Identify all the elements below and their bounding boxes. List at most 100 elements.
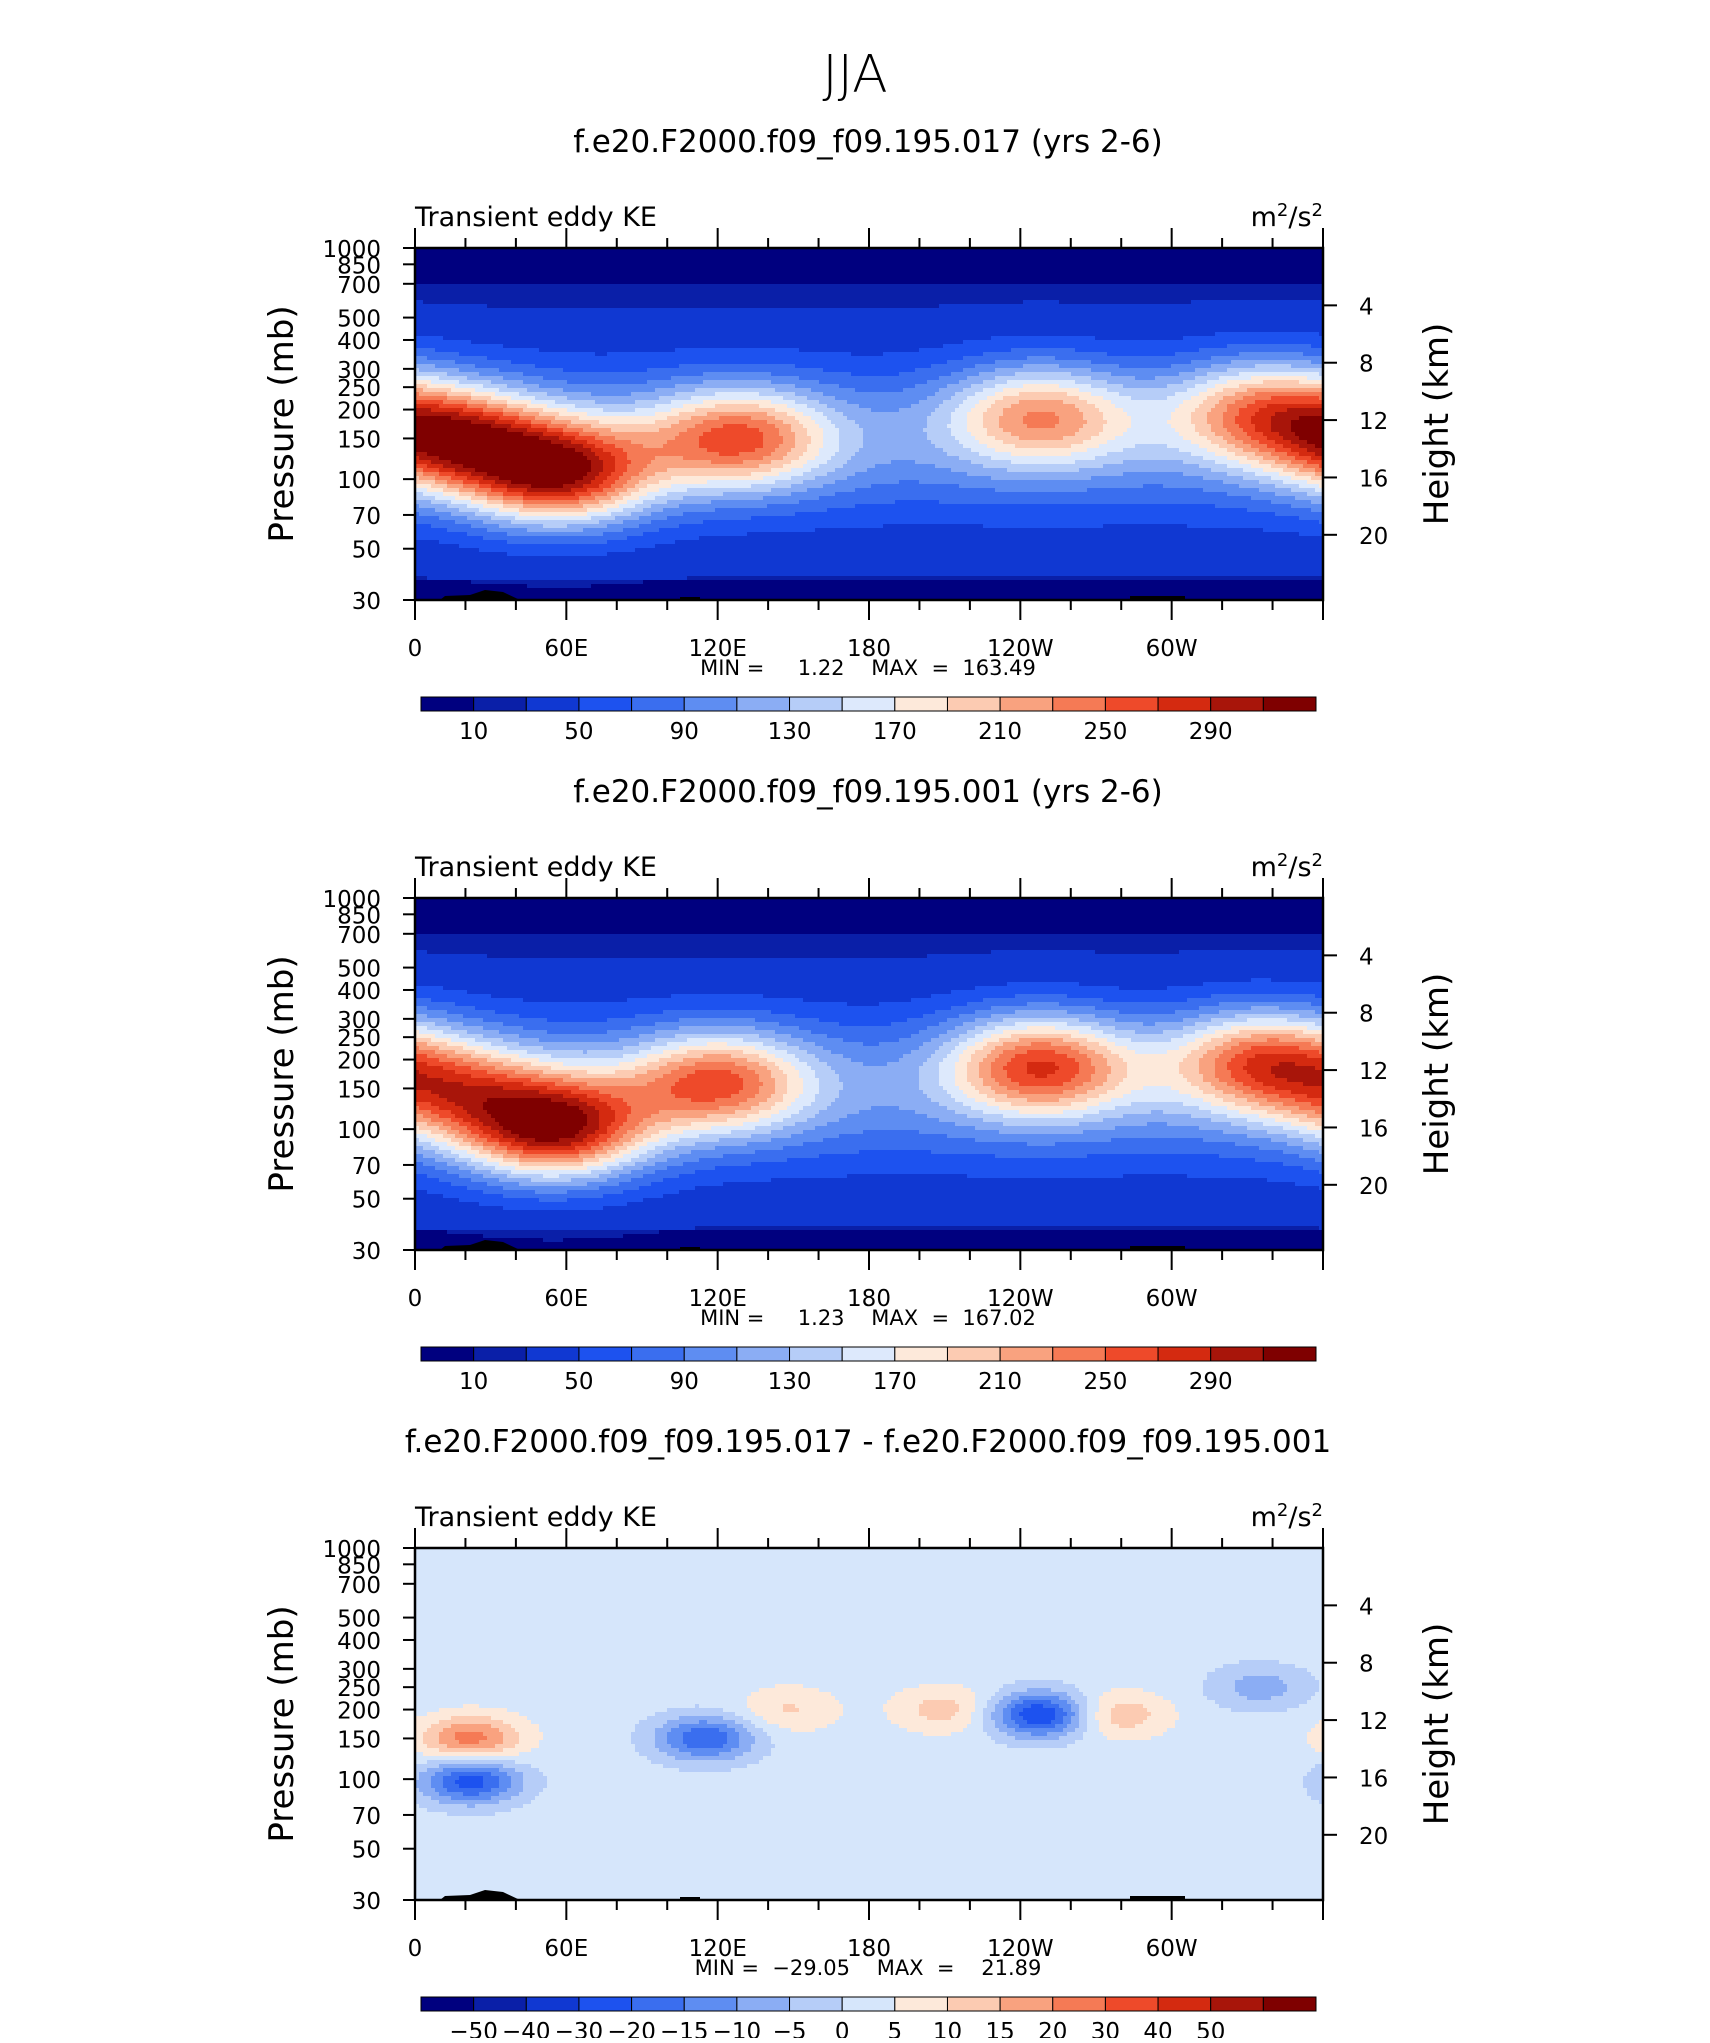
field-cell <box>415 1656 1323 1660</box>
field-cell <box>755 1150 859 1154</box>
field-cell <box>975 1086 991 1090</box>
field-cell <box>1195 368 1227 372</box>
field-cell <box>415 1700 747 1704</box>
field-cell <box>695 1070 731 1074</box>
field-cell <box>1063 1728 1075 1732</box>
field-cell <box>459 1784 483 1788</box>
field-cell <box>523 1066 551 1070</box>
field-cell <box>1199 1046 1215 1050</box>
y-tick-label: 100 <box>337 1118 381 1144</box>
field-cell <box>651 1182 723 1186</box>
field-cell <box>991 1736 1015 1740</box>
field-cell <box>471 472 487 476</box>
field-cell <box>567 524 607 528</box>
field-cell <box>415 1194 443 1198</box>
field-cell <box>483 1732 503 1736</box>
field-cell <box>415 544 459 548</box>
field-cell <box>771 372 851 376</box>
field-cell <box>1003 440 1083 444</box>
field-cell <box>995 368 1091 372</box>
field-cell <box>1103 1082 1119 1086</box>
field-cell <box>971 1688 999 1692</box>
field-cell <box>951 990 1323 994</box>
field-cell <box>1287 408 1323 412</box>
field-cell <box>1007 1744 1067 1748</box>
field-cell <box>1027 1070 1055 1074</box>
field-cell <box>819 496 1251 500</box>
field-cell <box>415 1568 1323 1572</box>
field-cell <box>1163 1732 1307 1736</box>
field-cell <box>1095 1050 1111 1054</box>
field-cell <box>1271 500 1311 504</box>
y-tick-label: 400 <box>337 979 381 1005</box>
field-cell <box>955 1712 971 1716</box>
field-cell <box>415 1094 439 1098</box>
field-cell <box>663 1150 691 1154</box>
field-cell <box>667 1158 699 1162</box>
field-cell <box>1279 1676 1315 1680</box>
field-cell <box>919 1712 955 1716</box>
field-cell <box>1223 1098 1247 1102</box>
field-cell <box>763 994 931 998</box>
field-cell <box>455 1070 487 1074</box>
field-cell <box>583 1050 587 1054</box>
field-cell <box>1287 452 1299 456</box>
field-cell <box>415 1736 423 1740</box>
colorbar-swatch <box>1104 1996 1159 2012</box>
field-cell <box>1315 1066 1323 1070</box>
field-cell <box>743 1050 767 1054</box>
field-cell <box>1007 1070 1027 1074</box>
field-cell <box>795 1704 843 1708</box>
field-cell <box>991 1034 1011 1038</box>
field-cell <box>999 1130 1083 1134</box>
field-cell <box>775 1086 787 1090</box>
field-cell <box>1051 1688 1079 1692</box>
field-cell <box>1195 1038 1211 1042</box>
y-tick-label: 300 <box>337 358 381 384</box>
field-cell <box>995 384 1023 388</box>
field-cell <box>959 456 991 460</box>
field-cell <box>1239 408 1259 412</box>
field-cell <box>827 460 847 464</box>
colorbar-swatch <box>683 1346 738 1362</box>
field-cell <box>783 1070 799 1074</box>
field-cell <box>807 1062 827 1066</box>
field-cell <box>919 1082 939 1086</box>
field-cell <box>1235 416 1251 420</box>
field-cell <box>799 1058 819 1062</box>
field-cell <box>971 1058 983 1062</box>
field-cell <box>1111 1066 1127 1070</box>
field-cell <box>799 456 815 460</box>
field-cell <box>471 1074 507 1078</box>
field-cell <box>819 1090 839 1094</box>
field-cell <box>587 1142 599 1146</box>
field-cell <box>1087 1724 1099 1728</box>
field-cell <box>619 1038 655 1042</box>
field-cell <box>931 1150 1283 1154</box>
field-cell <box>1279 1094 1307 1098</box>
field-cell <box>471 580 643 584</box>
field-cell <box>415 460 431 464</box>
field-cell <box>615 1146 627 1150</box>
field-cell <box>535 396 567 400</box>
field-cell <box>667 1720 699 1724</box>
field-cell <box>479 1202 627 1206</box>
field-cell <box>679 1018 755 1022</box>
field-cell <box>1315 1010 1323 1014</box>
field-cell <box>735 1720 751 1724</box>
field-cell <box>1015 1680 1063 1684</box>
field-cell <box>707 480 775 484</box>
field-cell <box>607 524 639 528</box>
field-cell <box>415 1764 439 1768</box>
field-cell <box>631 1740 655 1744</box>
field-cell <box>523 432 543 436</box>
field-cell <box>999 1688 1027 1692</box>
field-cell <box>415 1692 751 1696</box>
field-cell <box>791 1102 811 1106</box>
field-cell <box>1299 452 1315 456</box>
field-cell <box>1099 1110 1151 1114</box>
field-cell <box>1003 1708 1011 1712</box>
field-cell <box>439 1792 463 1796</box>
field-cell <box>599 472 611 476</box>
variable-label: Transient eddy KE <box>414 852 657 883</box>
